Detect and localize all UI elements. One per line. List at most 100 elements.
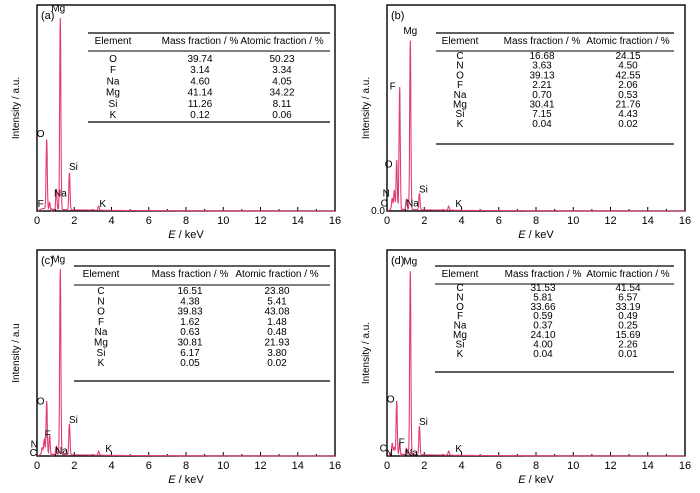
peak-label-n: N: [386, 448, 393, 459]
x-axis-unit: / keV: [176, 229, 205, 241]
peak-label-na: Na: [55, 446, 68, 457]
table-cell: 33.66: [530, 302, 555, 313]
x-tick-label: 14: [642, 215, 654, 227]
table-cell: 0.01: [618, 349, 638, 360]
x-tick-label: 14: [292, 460, 304, 472]
x-tick-label: 16: [679, 460, 691, 472]
x-tick-label: 4: [108, 215, 114, 227]
peak-label-o: O: [387, 394, 395, 405]
x-tick-label: 14: [642, 460, 654, 472]
table-row-element: N: [456, 61, 463, 72]
peak-label-mg: Mg: [51, 255, 65, 266]
table-row-element: Na: [454, 321, 467, 332]
spectrum-line: [387, 40, 685, 212]
table-cell: 8.11: [273, 99, 292, 110]
table-row-element: Na: [454, 90, 467, 101]
x-tick-label: 10: [567, 460, 579, 472]
spectrum-line: [37, 17, 335, 212]
composition-table: Element Mass fraction / % Atomic fraction …: [74, 265, 330, 382]
table-cell: 4.05: [272, 76, 292, 87]
y-axis-label: Intensity / a.u.: [361, 322, 372, 384]
table-cell: 0.04: [533, 349, 553, 360]
x-axis-symbol: E: [168, 229, 176, 241]
x-tick-label: 12: [604, 215, 616, 227]
table-cell: 0.04: [532, 119, 552, 130]
peak-label-k: K: [455, 444, 462, 455]
table-row-element: Na: [95, 327, 108, 338]
table-cell: 0.59: [533, 311, 553, 322]
x-tick-label: 4: [458, 460, 464, 472]
peak-label-mg: Mg: [403, 26, 417, 37]
table-row-element: O: [456, 70, 464, 81]
table-column-header: Atomic fraction / %: [586, 36, 669, 47]
peak-label-c: C: [381, 199, 388, 210]
x-axis-label: E / keV: [518, 474, 554, 486]
peak-label-na: Na: [406, 199, 419, 210]
table-cell: 3.63: [532, 61, 552, 72]
x-axis-unit: / keV: [526, 474, 555, 486]
table-row-element: Mg: [106, 88, 120, 99]
x-tick-label: 0: [34, 460, 40, 472]
table-cell: 3.80: [267, 348, 287, 359]
peak-label-c: C: [380, 444, 387, 455]
x-tick-label: 10: [217, 215, 229, 227]
table-cell: 24.10: [530, 330, 555, 341]
x-tick-label: 10: [217, 460, 229, 472]
table-cell: 0.70: [532, 90, 552, 101]
panel-label: (c): [41, 255, 54, 267]
peak-label-na: Na: [405, 448, 418, 459]
table-cell: 3.14: [190, 65, 210, 76]
x-tick-label: 6: [146, 460, 152, 472]
peak-label-f: F: [45, 429, 51, 440]
table-cell: 0.37: [533, 321, 553, 332]
peak-label-o: O: [37, 129, 45, 140]
peak-label-k: K: [105, 444, 112, 455]
table-cell: 2.21: [532, 80, 552, 91]
x-tick-label: 12: [604, 460, 616, 472]
table-column-header: Atomic fraction / %: [240, 36, 323, 47]
table-row-element: C: [456, 51, 463, 62]
table-cell: 16.51: [177, 286, 202, 297]
table-cell: 39.83: [177, 307, 202, 318]
x-tick-label: 6: [496, 460, 502, 472]
table-row-element: Na: [107, 76, 120, 87]
peak-label-si: Si: [419, 185, 428, 196]
peak-label-n: N: [31, 440, 38, 451]
table-row-element: Si: [97, 348, 106, 359]
table-cell: 4.43: [618, 109, 638, 120]
table-row-element: O: [456, 302, 464, 313]
table-column-header: Element: [95, 36, 132, 47]
table-row-element: Si: [456, 109, 465, 120]
table-cell: 4.50: [618, 61, 638, 72]
x-tick-label: 16: [679, 215, 691, 227]
table-cell: 6.17: [180, 348, 200, 359]
table-cell: 39.13: [529, 70, 554, 81]
panel-label: (a): [41, 10, 54, 22]
table-cell: 50.23: [269, 54, 294, 65]
x-tick-label: 6: [146, 215, 152, 227]
table-row-element: O: [97, 307, 105, 318]
table-cell: 4.00: [533, 339, 553, 350]
table-row-element: Mg: [453, 100, 467, 111]
table-column-header: Mass fraction / %: [504, 36, 581, 47]
table-cell: 41.14: [187, 88, 212, 99]
table-row-element: Si: [456, 339, 465, 350]
table-cell: 0.02: [618, 119, 638, 130]
table-row-element: C: [456, 283, 463, 294]
table-cell: 5.41: [267, 296, 287, 307]
table-cell: 24.15: [615, 51, 640, 62]
table-column-header: Element: [442, 269, 479, 280]
peak-label-si: Si: [69, 415, 78, 426]
peak-label-f: F: [38, 199, 44, 210]
x-tick-label: 12: [254, 460, 266, 472]
table-cell: 0.25: [618, 321, 638, 332]
table-cell: 0.48: [267, 327, 287, 338]
table-cell: 41.54: [615, 283, 640, 294]
spectrum-line: [37, 269, 335, 457]
x-tick-label: 10: [567, 215, 579, 227]
table-column-header: Element: [83, 269, 120, 280]
table-row-element: F: [110, 65, 116, 76]
table-cell: 2.06: [618, 80, 638, 91]
x-tick-label: 16: [329, 215, 341, 227]
table-cell: 23.80: [264, 286, 289, 297]
